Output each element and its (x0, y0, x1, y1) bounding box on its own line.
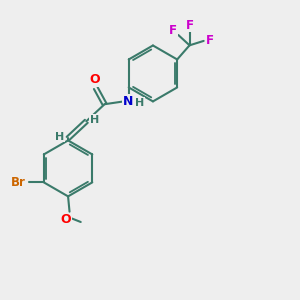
Text: O: O (60, 213, 71, 226)
Text: N: N (123, 95, 133, 108)
Text: H: H (55, 132, 64, 142)
Text: H: H (135, 98, 145, 108)
Text: F: F (185, 19, 194, 32)
Text: O: O (89, 73, 100, 86)
Text: F: F (169, 24, 177, 37)
Text: Br: Br (11, 176, 26, 189)
Text: H: H (90, 115, 99, 125)
Text: F: F (206, 34, 214, 47)
